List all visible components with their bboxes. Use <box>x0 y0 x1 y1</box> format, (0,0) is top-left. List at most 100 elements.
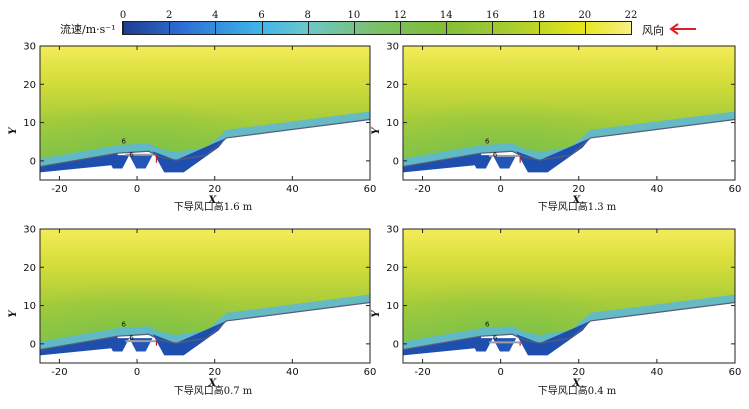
colorbar-tick <box>215 22 217 35</box>
panel-caption: 下导风口高0.7 m <box>173 386 253 397</box>
y-tick-label: 10 <box>23 301 36 312</box>
contour-label: 6 <box>129 151 134 159</box>
y-axis-title: Y <box>8 127 19 135</box>
y-tick-label: 10 <box>23 118 36 129</box>
colorbar-tick-label: 0 <box>119 10 127 21</box>
x-tick-label: 0 <box>497 367 503 378</box>
x-tick-label: 40 <box>651 367 664 378</box>
contour-label: 6 <box>493 334 498 342</box>
low-speed-zone <box>40 153 118 173</box>
low-speed-zone <box>469 338 493 352</box>
panel-caption: 下导风口高1.3 m <box>537 202 617 213</box>
x-axis-title: X <box>572 378 582 389</box>
y-tick-label: 10 <box>386 301 399 312</box>
legend-title: 流速/m·s⁻¹ <box>60 23 116 36</box>
y-tick-label: 30 <box>23 225 36 236</box>
colorbar-tick <box>353 22 355 35</box>
y-axis-title: Y <box>371 127 382 135</box>
low-speed-zone <box>40 336 118 356</box>
x-tick-label: 0 <box>134 184 140 195</box>
contour-label: 6 <box>122 138 127 146</box>
y-tick-label: 20 <box>23 80 36 91</box>
x-tick-label: 60 <box>729 184 742 195</box>
y-tick-label: 0 <box>393 156 399 167</box>
x-axis-title: X <box>572 195 582 206</box>
colorbar-tick-label: 12 <box>393 10 407 21</box>
colorbar-tick-label: 6 <box>258 10 265 21</box>
colorbar-tick-label: 16 <box>486 10 499 21</box>
y-tick-label: 30 <box>386 225 399 236</box>
colorbar-tick <box>446 22 448 35</box>
colorbar-tick <box>631 22 632 35</box>
colorbar <box>122 21 632 35</box>
contour-label: 6 <box>493 151 498 159</box>
colorbar-tick <box>584 22 586 35</box>
x-tick-label: -20 <box>414 367 430 378</box>
colorbar-tick <box>492 22 494 35</box>
y-tick-label: 20 <box>386 80 399 91</box>
wind-direction-label: 风向 <box>642 24 664 37</box>
y-tick-label: 0 <box>393 339 399 350</box>
contour-label: 6 <box>485 321 490 329</box>
low-speed-zone <box>516 137 591 173</box>
y-tick-label: 20 <box>23 263 36 274</box>
y-tick-label: 30 <box>23 42 36 53</box>
y-tick-label: 30 <box>386 42 399 53</box>
x-tick-label: -20 <box>51 184 67 195</box>
low-speed-zone <box>106 155 130 169</box>
contour-label: 6 <box>122 321 127 329</box>
x-tick-label: -20 <box>51 367 67 378</box>
x-tick-label: 60 <box>364 367 377 378</box>
contour-plot: 66 -20 0 20 40 60 0 10 20 30 X Y <box>371 42 742 207</box>
low-speed-zone <box>403 153 482 173</box>
colorbar-tick-label: 8 <box>304 10 311 21</box>
contour-plot: 66 -20 0 20 40 60 0 10 20 30 X Y <box>371 225 742 390</box>
y-axis-title: Y <box>8 310 19 318</box>
colorbar-tick <box>169 22 171 35</box>
colorbar-tick <box>538 22 540 35</box>
low-speed-zone <box>469 155 493 169</box>
ground-line <box>40 118 370 168</box>
low-speed-zone <box>516 320 591 356</box>
low-speed-zone <box>403 336 482 356</box>
low-speed-zone <box>129 155 153 169</box>
contour-label: 6 <box>129 334 134 342</box>
contour-plot: 66 -20 0 20 40 60 0 10 20 30 X Y <box>8 225 377 390</box>
plot-frame <box>39 228 371 364</box>
contour-label: 6 <box>485 138 490 146</box>
x-tick-label: 20 <box>572 184 585 195</box>
panel-caption: 下导风口高1.6 m <box>173 202 253 213</box>
y-axis-title: Y <box>371 310 382 318</box>
low-speed-zone <box>106 338 130 352</box>
colorbar-tick <box>307 22 309 35</box>
colorbar-tick <box>123 22 124 35</box>
y-tick-label: 10 <box>386 118 399 129</box>
x-axis-title: X <box>207 378 217 389</box>
colorbar-tick-label: 14 <box>439 10 453 21</box>
x-tick-label: -20 <box>414 184 430 195</box>
x-tick-label: 0 <box>497 184 503 195</box>
colorbar-tick-label: 2 <box>165 10 173 21</box>
low-speed-zone <box>152 320 227 356</box>
colorbar-tick-label: 20 <box>578 10 592 21</box>
x-tick-label: 20 <box>572 367 585 378</box>
x-axis-title: X <box>207 195 217 206</box>
plot-frame <box>402 45 736 181</box>
colorbar-legend: 流速/m·s⁻¹ 风向 0 2 4 6 8 10 12 14 16 18 20 22 <box>0 0 749 44</box>
y-tick-label: 0 <box>30 339 36 350</box>
ground-line <box>40 301 370 351</box>
plot-frame <box>402 228 736 364</box>
colorbar-tick-label: 18 <box>532 10 545 21</box>
x-tick-label: 60 <box>729 367 742 378</box>
colorbar-tick-label: 22 <box>624 10 638 21</box>
x-tick-label: 0 <box>134 367 140 378</box>
x-tick-label: 40 <box>651 184 664 195</box>
plot-frame <box>39 45 371 181</box>
x-tick-label: 40 <box>286 184 299 195</box>
ground-line <box>403 118 735 168</box>
colorbar-tick-label: 4 <box>212 10 219 21</box>
low-speed-zone <box>152 137 227 173</box>
ground-line <box>403 301 735 351</box>
y-tick-label: 20 <box>386 263 399 274</box>
contour-plot: 66 -20 0 20 40 60 0 10 20 30 X Y <box>8 42 376 207</box>
